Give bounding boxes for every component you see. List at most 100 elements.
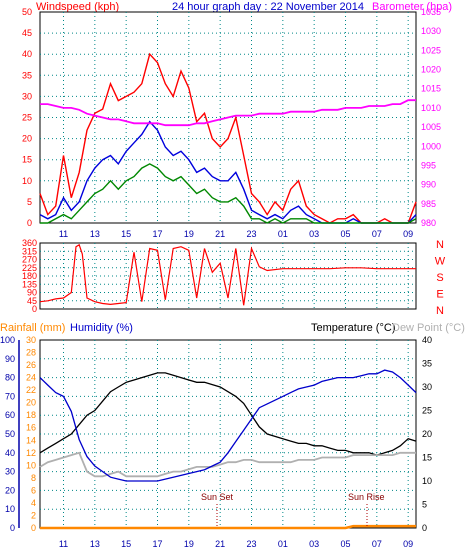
x-tick-label: 21 (215, 539, 225, 549)
rain-tick-label: 24 (26, 373, 36, 383)
temperature-tick-label: 0 (422, 523, 427, 533)
compass-label: N (436, 239, 444, 251)
direction-tick-label: 315 (22, 246, 37, 256)
temperature-tick-label: 20 (422, 429, 432, 439)
x-tick-label: 17 (152, 229, 162, 239)
barometer-tick-label: 1015 (421, 84, 441, 94)
compass-label: W (435, 256, 446, 268)
humidity-tick-label: 40 (5, 448, 15, 458)
rain-tick-label: 6 (31, 485, 36, 495)
barometer-tick-label: 985 (421, 199, 436, 209)
direction-tick-label: 270 (22, 255, 37, 265)
x-tick-label: 15 (121, 229, 131, 239)
x-tick-label: 23 (246, 229, 256, 239)
wind-tick-label: 20 (22, 134, 32, 144)
rain-tick-label: 20 (26, 398, 36, 408)
wind-gust-series (39, 52, 417, 224)
rain-tick-label: 18 (26, 410, 36, 420)
rainfall-axis-title: Rainfall (mm) (0, 322, 65, 334)
wind-tick-label: 50 (22, 7, 32, 17)
wind-tick-label: 10 (22, 176, 32, 186)
barometer-tick-label: 1025 (421, 45, 441, 55)
temp-x-tick-labels: 11 13 15 17 19 21 23 01 03 05 07 09 (59, 539, 413, 549)
humidity-tick-label: 30 (5, 467, 15, 477)
temperature-tick-label: 35 (422, 359, 432, 369)
x-tick-label: 09 (403, 539, 413, 549)
temperature-tick-label: 10 (422, 476, 432, 486)
temperature-tick-label: 15 (422, 453, 432, 463)
x-tick-label: 23 (246, 539, 256, 549)
x-tick-label: 17 (152, 539, 162, 549)
wind-tick-label: 25 (22, 113, 32, 123)
series-layer (39, 52, 417, 530)
rainfall-series (40, 524, 416, 530)
humidity-tick-label: 0 (10, 523, 15, 533)
temperature-series (39, 372, 417, 456)
barometer-tick-label: 1005 (421, 122, 441, 132)
windspeed-axis-title: Windspeed (kph) (36, 1, 119, 13)
direction-tick-label: 135 (22, 279, 37, 289)
dewpoint-axis-title: Dew Point (°C) (392, 322, 465, 334)
sun-set-label: Sun Set (201, 492, 234, 502)
humidity-series (39, 369, 417, 482)
temperature-tick-label: 25 (422, 406, 432, 416)
direction-tick-label: 0 (32, 304, 37, 314)
x-tick-label: 03 (309, 229, 319, 239)
wind-tick-label: 30 (22, 91, 32, 101)
humidity-tick-label: 80 (5, 373, 15, 383)
barometer-tick-label: 1035 (421, 7, 441, 17)
x-tick-label: 13 (90, 539, 100, 549)
direction-tick-label: 225 (22, 263, 37, 273)
chart-title: 24 hour graph day : 22 November 2014 (172, 1, 364, 13)
rain-tick-label: 12 (26, 448, 36, 458)
x-tick-label: 03 (309, 539, 319, 549)
barometer-tick-label: 1030 (421, 26, 441, 36)
dewpoint-series (39, 451, 416, 478)
wind-x-tick-labels: 11 13 15 17 19 21 23 01 03 05 07 09 (59, 229, 413, 239)
barometer-tick-label: 990 (421, 180, 436, 190)
rain-tick-label: 28 (26, 348, 36, 358)
direction-tick-label: 360 (22, 238, 37, 248)
rain-tick-label: 0 (31, 523, 36, 533)
barometer-tick-label: 1020 (421, 65, 441, 75)
rain-tick-label: 30 (26, 335, 36, 345)
wind-tick-label: 5 (27, 197, 32, 207)
humidity-tick-label: 10 (5, 504, 15, 514)
wind-tick-label: 15 (22, 155, 32, 165)
x-tick-label: 21 (215, 229, 225, 239)
rain-tick-label: 26 (26, 360, 36, 370)
sun-rise-label: Sun Rise (348, 492, 385, 502)
temperature-tick-label: 5 (422, 500, 427, 510)
rain-tick-label: 2 (31, 510, 36, 520)
average-wind-series (40, 163, 417, 224)
x-tick-label: 11 (59, 229, 68, 239)
x-tick-label: 05 (340, 229, 350, 239)
barometer-tick-label: 1010 (421, 103, 441, 113)
humidity-tick-label: 50 (5, 429, 15, 439)
rain-tick-label: 22 (26, 385, 36, 395)
temperature-tick-label: 40 (422, 335, 432, 345)
compass-label: E (436, 289, 443, 301)
x-tick-label: 07 (372, 539, 382, 549)
x-tick-label: 05 (340, 539, 350, 549)
humidity-tick-label: 70 (5, 391, 15, 401)
barometer-tick-label: 980 (421, 218, 436, 228)
humidity-tick-label: 100 (0, 335, 15, 345)
barometer-tick-label: 1000 (421, 141, 441, 151)
temperature-axis-title: Temperature (°C) (311, 322, 395, 334)
temperature-tick-labels: 0 5 10 15 20 25 30 35 40 (422, 335, 432, 533)
humidity-tick-label: 90 (5, 354, 15, 364)
barometer-tick-labels: 980 985 990 995 1000 1005 1010 1015 1020 1025 1030… (421, 7, 441, 228)
x-tick-label: 13 (90, 229, 100, 239)
x-tick-label: 01 (278, 539, 288, 549)
wind-tick-label: 0 (27, 218, 32, 228)
x-tick-label: 07 (372, 229, 382, 239)
rain-tick-label: 14 (26, 435, 36, 445)
wind-tick-label: 45 (22, 28, 32, 38)
temperature-tick-label: 30 (422, 382, 432, 392)
rain-tick-label: 8 (31, 473, 36, 483)
wind-direction-series (39, 243, 416, 306)
